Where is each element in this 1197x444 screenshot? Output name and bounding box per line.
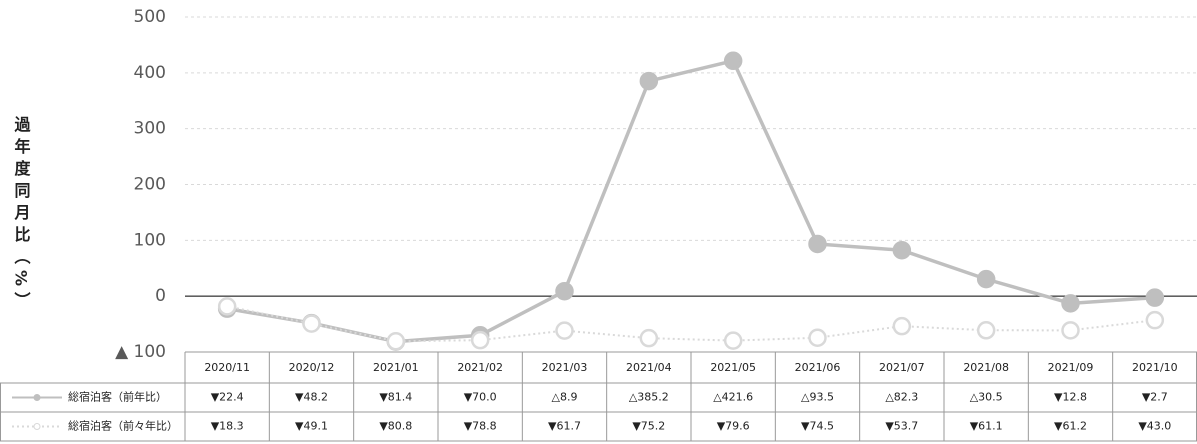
value-label: ▼48.2 bbox=[295, 391, 328, 404]
value-label: ▼12.8 bbox=[1054, 391, 1087, 404]
category-label: 2021/01 bbox=[373, 361, 419, 374]
value-label: ▼61.7 bbox=[548, 420, 581, 433]
value-label: ▼70.0 bbox=[464, 391, 497, 404]
category-label: 2020/12 bbox=[289, 361, 335, 374]
y-tick-label: 500 bbox=[134, 7, 166, 27]
category-label: 2021/07 bbox=[879, 361, 925, 374]
value-label: ▼49.1 bbox=[295, 420, 328, 433]
value-label: ▼43.0 bbox=[1138, 420, 1171, 433]
marker bbox=[976, 269, 996, 289]
value-label: ▼81.4 bbox=[379, 391, 412, 404]
series-line bbox=[226, 58, 1155, 344]
category-label: 2021/03 bbox=[542, 361, 588, 374]
marker bbox=[639, 328, 659, 348]
marker bbox=[1145, 288, 1165, 307]
marker bbox=[217, 297, 237, 316]
marker bbox=[302, 314, 321, 333]
y-tick-label: 100 bbox=[134, 230, 166, 250]
marker bbox=[808, 328, 827, 348]
legend-label: 総宿泊客（前年比） bbox=[68, 390, 167, 404]
value-label: ▼2.7 bbox=[1142, 391, 1168, 404]
marker bbox=[1061, 321, 1080, 340]
marker bbox=[555, 281, 574, 301]
y-tick-label: 0 bbox=[155, 286, 166, 306]
category-label: 2021/09 bbox=[1048, 361, 1094, 374]
marker bbox=[386, 332, 406, 351]
category-label: 2021/02 bbox=[457, 361, 503, 374]
marker bbox=[1145, 310, 1165, 330]
y-tick-label: 300 bbox=[134, 119, 166, 139]
category-label: 2021/08 bbox=[963, 361, 1009, 374]
marker bbox=[723, 331, 743, 350]
marker bbox=[555, 321, 574, 340]
value-label: ▼61.2 bbox=[1054, 420, 1087, 433]
marker bbox=[470, 330, 490, 350]
category-label: 2021/06 bbox=[795, 361, 841, 374]
value-label: △8.9 bbox=[552, 391, 578, 404]
value-label: △82.3 bbox=[885, 391, 918, 404]
marker bbox=[808, 234, 827, 254]
marker bbox=[892, 316, 912, 336]
value-label: △30.5 bbox=[970, 391, 1003, 404]
value-label: ▼61.1 bbox=[970, 420, 1003, 433]
legend-marker bbox=[33, 423, 41, 430]
marker bbox=[1061, 294, 1080, 313]
value-label: ▼74.5 bbox=[801, 420, 834, 433]
value-label: ▼18.3 bbox=[211, 420, 244, 433]
marker bbox=[892, 240, 912, 260]
value-label: △385.2 bbox=[629, 391, 669, 404]
legend-marker bbox=[33, 394, 41, 401]
y-tick-label: 400 bbox=[134, 63, 166, 83]
value-label: ▼78.8 bbox=[464, 420, 497, 433]
category-label: 2021/05 bbox=[710, 361, 756, 374]
category-label: 2021/10 bbox=[1132, 361, 1178, 374]
legend-label: 総宿泊客（前々年比） bbox=[68, 419, 178, 433]
marker bbox=[723, 51, 743, 71]
y-tick-label: ▲ 100 bbox=[115, 342, 166, 362]
value-label: △93.5 bbox=[801, 391, 834, 404]
value-label: ▼53.7 bbox=[885, 420, 918, 433]
marker bbox=[639, 71, 659, 91]
category-label: 2021/04 bbox=[626, 361, 672, 374]
value-label: ▼22.4 bbox=[211, 391, 244, 404]
value-label: ▼80.8 bbox=[379, 420, 412, 433]
y-axis-title: 過年度同月比（%） bbox=[12, 116, 32, 314]
value-label: ▼79.6 bbox=[717, 420, 750, 433]
value-label: ▼75.2 bbox=[632, 420, 665, 433]
value-label: △421.6 bbox=[713, 391, 753, 404]
marker bbox=[976, 321, 996, 340]
y-tick-label: 200 bbox=[134, 175, 166, 195]
category-label: 2020/11 bbox=[204, 361, 250, 374]
